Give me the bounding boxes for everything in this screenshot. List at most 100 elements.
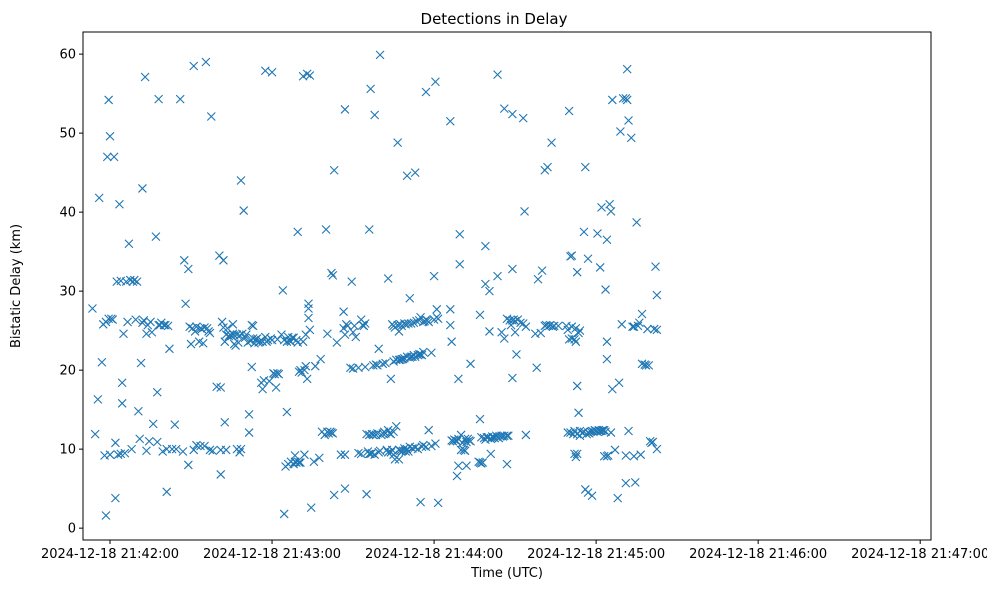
data-point xyxy=(386,374,396,384)
data-point xyxy=(179,255,189,265)
data-point xyxy=(370,450,380,460)
data-point xyxy=(409,318,419,328)
data-point xyxy=(364,430,374,440)
data-point xyxy=(499,104,509,114)
data-point xyxy=(242,330,251,339)
y-tick-label: 60 xyxy=(59,48,76,63)
data-point xyxy=(201,57,211,67)
data-point xyxy=(637,309,647,319)
data-point xyxy=(309,457,319,467)
data-point xyxy=(105,450,115,460)
data-point xyxy=(567,251,577,260)
data-point xyxy=(111,493,120,503)
data-point xyxy=(391,421,401,431)
data-point xyxy=(328,270,338,280)
data-point xyxy=(499,334,509,343)
data-point xyxy=(124,239,134,249)
data-point xyxy=(547,138,556,147)
data-point xyxy=(621,451,631,460)
data-point xyxy=(406,319,416,328)
data-point xyxy=(568,429,578,439)
data-point xyxy=(105,131,115,141)
data-point xyxy=(597,203,606,212)
data-point xyxy=(508,264,517,274)
data-point xyxy=(417,350,427,360)
data-point xyxy=(610,445,620,455)
data-point xyxy=(549,321,559,331)
data-point xyxy=(216,383,226,392)
data-point xyxy=(340,105,350,114)
data-point xyxy=(296,458,305,467)
data-point xyxy=(452,471,462,481)
data-point xyxy=(327,268,336,278)
data-point xyxy=(142,329,151,339)
data-point xyxy=(291,458,301,467)
data-point xyxy=(304,304,313,313)
data-point xyxy=(518,113,528,123)
data-point xyxy=(652,444,662,454)
data-point xyxy=(154,94,164,104)
data-point xyxy=(454,461,463,471)
data-point xyxy=(508,109,517,119)
data-point xyxy=(302,69,312,79)
data-point xyxy=(93,394,103,404)
data-point xyxy=(466,436,475,446)
data-point xyxy=(132,277,142,287)
data-point xyxy=(587,491,597,501)
data-point xyxy=(248,321,258,331)
data-point xyxy=(626,133,636,143)
data-point xyxy=(170,420,180,430)
data-point xyxy=(426,348,436,358)
data-point xyxy=(583,254,593,264)
plot-area xyxy=(88,50,662,520)
data-point xyxy=(258,337,267,347)
x-tick-label: 2024-12-18 21:46:00 xyxy=(689,547,827,562)
data-point xyxy=(570,334,579,344)
data-point xyxy=(580,162,590,172)
data-point xyxy=(426,441,436,451)
data-point xyxy=(579,227,589,237)
data-point xyxy=(475,310,485,320)
data-point xyxy=(178,447,188,456)
data-point xyxy=(510,327,520,337)
data-point xyxy=(216,470,226,479)
y-tick-label: 20 xyxy=(59,364,76,379)
data-point xyxy=(571,452,581,462)
data-point xyxy=(90,429,100,439)
data-point xyxy=(220,337,230,347)
data-point xyxy=(171,444,181,454)
data-point xyxy=(593,229,602,238)
data-point xyxy=(221,445,231,455)
data-point xyxy=(563,325,573,335)
data-point xyxy=(147,327,157,337)
data-point xyxy=(622,95,632,105)
data-point xyxy=(571,337,581,347)
data-point xyxy=(345,363,355,373)
data-point xyxy=(138,184,147,193)
data-point xyxy=(142,446,151,456)
data-point xyxy=(624,426,633,436)
data-point xyxy=(648,437,658,447)
data-point xyxy=(258,384,267,394)
data-point xyxy=(462,461,471,471)
data-point xyxy=(410,168,420,178)
data-point xyxy=(652,290,662,300)
data-point xyxy=(432,304,442,314)
data-point xyxy=(630,477,640,487)
data-point xyxy=(621,478,631,488)
y-axis-label: Bistatic Delay (km) xyxy=(9,224,24,348)
y-tick-label: 10 xyxy=(59,443,76,458)
data-point xyxy=(603,451,613,460)
data-point xyxy=(304,313,313,323)
data-point xyxy=(499,431,509,441)
data-point xyxy=(413,444,423,454)
data-point xyxy=(374,344,384,354)
data-point xyxy=(359,321,369,331)
data-point xyxy=(532,363,542,373)
data-point xyxy=(617,319,627,329)
data-point xyxy=(298,337,308,347)
data-point xyxy=(97,357,107,367)
data-point xyxy=(418,440,428,450)
data-point xyxy=(402,171,412,181)
data-point xyxy=(606,206,616,216)
